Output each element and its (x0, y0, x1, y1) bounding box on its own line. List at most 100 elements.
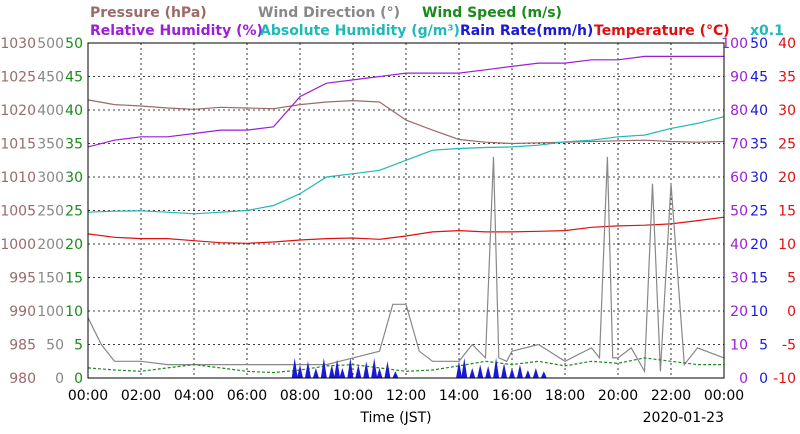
rain-rate-bar (363, 361, 370, 378)
wind-speed-tick-label: 30 (65, 170, 83, 186)
rain-rate-tick-label: 5 (759, 338, 768, 354)
wind-direction-tick-label: 300 (37, 170, 64, 186)
wind-speed-tick-label: 45 (65, 70, 83, 86)
rain-rate-tick-label: 25 (750, 204, 768, 220)
temperature-tick-label: 15 (778, 204, 796, 220)
rain-rate-bar (347, 357, 354, 378)
wind-speed-tick-label: 40 (65, 103, 83, 119)
wind-direction-tick-label: 250 (37, 204, 64, 220)
humidity-tick-label: 0 (739, 371, 748, 387)
wind-direction-tick-label: 450 (37, 70, 64, 86)
x-axis: 00:00 02:00 04:00 06:00 08:00 10:00 12:00 14:00… (68, 388, 744, 404)
x-axis-label: Time (JST) (359, 410, 431, 426)
x-tick-label: 08:00 (280, 388, 320, 404)
rain-rate-tick-label: 10 (750, 304, 768, 320)
wind-direction-tick-label: 150 (37, 271, 64, 287)
x-tick-label: 20:00 (598, 388, 638, 404)
pressure-tick-label: 990 (9, 304, 36, 320)
rain-rate-bar (355, 364, 362, 378)
rain-rate-bar (334, 359, 341, 378)
legend-entry: Pressure (hPa) (90, 5, 207, 21)
x-tick-label: 18:00 (545, 388, 585, 404)
wind-speed-m-s-line (87, 357, 724, 374)
rain-rate-bar (304, 361, 311, 378)
rain-rate-bar (339, 367, 346, 378)
pressure-tick-label: 995 (9, 271, 36, 287)
pressure-hpa-line (87, 99, 725, 145)
rain-rate-bar (371, 357, 378, 378)
x-tick-label: 12:00 (386, 388, 426, 404)
rain-rate-tick-label: 45 (750, 70, 768, 86)
pressure-tick-label: 985 (9, 338, 36, 354)
rain-rate-tick-label: 50 (750, 36, 768, 52)
rain-rate-bar (540, 371, 547, 378)
temperature-tick-label: 5 (787, 271, 796, 287)
x-tick-label: 00:00 (68, 388, 108, 404)
humidity-tick-label: 60 (730, 170, 748, 186)
pressure-tick-label: 1025 (0, 70, 36, 86)
humidity-tick-label: 80 (730, 103, 748, 119)
rain-rate-bar (376, 367, 383, 378)
rain-rate-bar (320, 357, 327, 378)
humidity-tick-label: 90 (730, 70, 748, 86)
pressure-tick-label: 1005 (0, 204, 36, 220)
wind-direction-tick-label: 100 (37, 304, 64, 320)
humidity-tick-label: 10 (730, 338, 748, 354)
temperature-c-line (87, 216, 725, 244)
rain-rate-bar (485, 365, 492, 378)
wind-direction-tick-label: 0 (55, 371, 64, 387)
legend: Pressure (hPa) Wind Direction (°) Wind Spe… (90, 5, 784, 39)
legend-entry: Rain Rate(mm/h) (460, 23, 593, 39)
wind-direction-tick-label: 500 (37, 36, 64, 52)
wind-direction-tick-label: 200 (37, 237, 64, 253)
rain-rate-bar (461, 357, 468, 378)
temperature-tick-label: 40 (778, 36, 796, 52)
rain-rate-bar (297, 364, 303, 378)
temperature-tick-label: 35 (778, 70, 796, 86)
temperature-tick-label: -5 (782, 338, 796, 354)
pressure-tick-label: 1020 (0, 103, 36, 119)
legend-entry: Absolute Humidity (g/m³) (260, 23, 460, 39)
legend-entry: Relative Humidity (%) (90, 23, 263, 39)
rain-rate-bar (392, 371, 399, 378)
legend-entry: Wind Direction (°) (258, 5, 400, 21)
plot-frame (87, 42, 725, 379)
rain-rate-bar (516, 364, 523, 378)
x-tick-label: 10:00 (333, 388, 373, 404)
grid-lines (88, 43, 724, 378)
wind-speed-tick-label: 10 (65, 304, 83, 320)
x-tick-label: 00:00 (704, 388, 744, 404)
humidity-tick-label: 40 (730, 237, 748, 253)
x-tick-label: 04:00 (174, 388, 214, 404)
humidity-tick-label: 30 (730, 271, 748, 287)
rain-rate-bar (509, 367, 515, 378)
rain-rate-tick-label: 35 (750, 137, 768, 153)
wind-direction-tick-label: 50 (46, 338, 64, 354)
temperature-tick-label: 30 (778, 103, 796, 119)
rain-rate-tick-label: 30 (750, 170, 768, 186)
pressure-tick-label: 1030 (0, 36, 36, 52)
rain-rate-bar (312, 367, 319, 378)
wind-speed-tick-label: 20 (65, 237, 83, 253)
wind-speed-tick-label: 35 (65, 137, 83, 153)
rain-rate-bar (456, 361, 462, 378)
wind-direction-tick-label: 350 (37, 137, 64, 153)
rain-rate-tick-label: 40 (750, 103, 768, 119)
wind-direction-tick-label: 400 (37, 103, 64, 119)
rain-rate-bar (291, 357, 298, 378)
rain-rate-bar (328, 364, 335, 378)
rain-rate-bar (524, 369, 531, 378)
relative-humidity-line (87, 55, 724, 148)
wind-direction-line (87, 156, 725, 374)
x-tick-label: 16:00 (492, 388, 532, 404)
temperature-tick-label: 25 (778, 137, 796, 153)
rain-rate-bar (501, 363, 508, 378)
left-axes: 1030102510201015101010051000995990985980… (0, 36, 83, 387)
pressure-tick-label: 980 (9, 371, 36, 387)
x-tick-label: 14:00 (439, 388, 479, 404)
legend-entry: Wind Speed (m/s) (422, 5, 562, 21)
wind-speed-tick-label: 0 (74, 371, 83, 387)
rain-rate-tick-label: 20 (750, 237, 768, 253)
humidity-tick-label: 100 (721, 36, 748, 52)
